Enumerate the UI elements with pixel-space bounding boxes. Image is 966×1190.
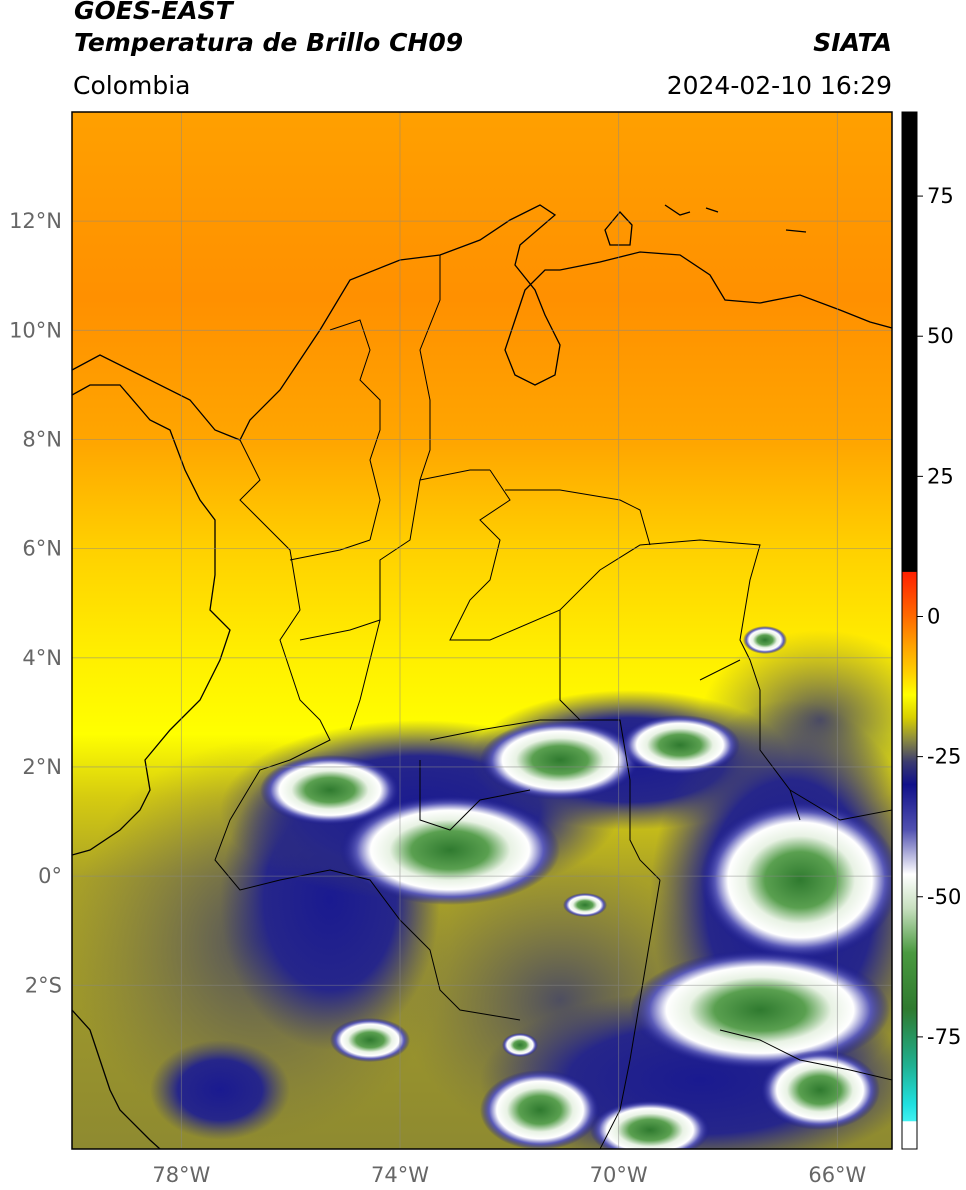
product-title-line1: GOES-EAST — [74, 0, 233, 25]
lat-tick-label: 4°N — [22, 646, 62, 670]
lat-tick-label: 8°N — [22, 427, 62, 451]
product-title-line2: Temperatura de Brillo CH09 — [74, 28, 464, 57]
lon-tick-label: 78°W — [152, 1163, 210, 1187]
map-frame — [71, 111, 893, 1150]
colorbar-tick-label: -75 — [927, 1025, 961, 1049]
lon-tick-label: 70°W — [590, 1163, 648, 1187]
gridlines — [72, 112, 892, 1149]
colorbar-tick-label: -25 — [927, 745, 961, 769]
lat-tick-label: 0° — [38, 864, 62, 888]
latitude-labels: 12°N 10°N 8°N 6°N 4°N 2°N 0° 2°S — [9, 209, 62, 997]
lat-tick-label: 2°S — [25, 973, 62, 997]
lat-tick-label: 6°N — [22, 537, 62, 561]
longitude-labels: 78°W 74°W 70°W 66°W — [152, 1163, 866, 1187]
agency-label: SIATA — [813, 28, 892, 57]
colorbar-tick-label: -50 — [927, 885, 961, 909]
lat-tick-label: 12°N — [9, 209, 62, 233]
lon-tick-label: 74°W — [371, 1163, 429, 1187]
colorbar-tick-label: 25 — [927, 464, 954, 488]
admin-borders — [214, 255, 892, 1149]
colorbar-tick-label: 0 — [927, 604, 940, 628]
colorbar-tick-label: 75 — [927, 184, 954, 208]
coastlines — [72, 204, 892, 1149]
datetime-label: 2024-02-10 16:29 — [666, 71, 892, 100]
colorbar-tick-label: 50 — [927, 324, 954, 348]
lat-tick-label: 10°N — [9, 318, 62, 342]
lat-tick-label: 2°N — [22, 755, 62, 779]
region-label: Colombia — [73, 71, 191, 100]
lon-tick-label: 66°W — [808, 1163, 866, 1187]
map-field — [72, 112, 892, 1149]
colorbar: 75 50 25 0 -25 -50 -75 — [901, 111, 961, 1150]
